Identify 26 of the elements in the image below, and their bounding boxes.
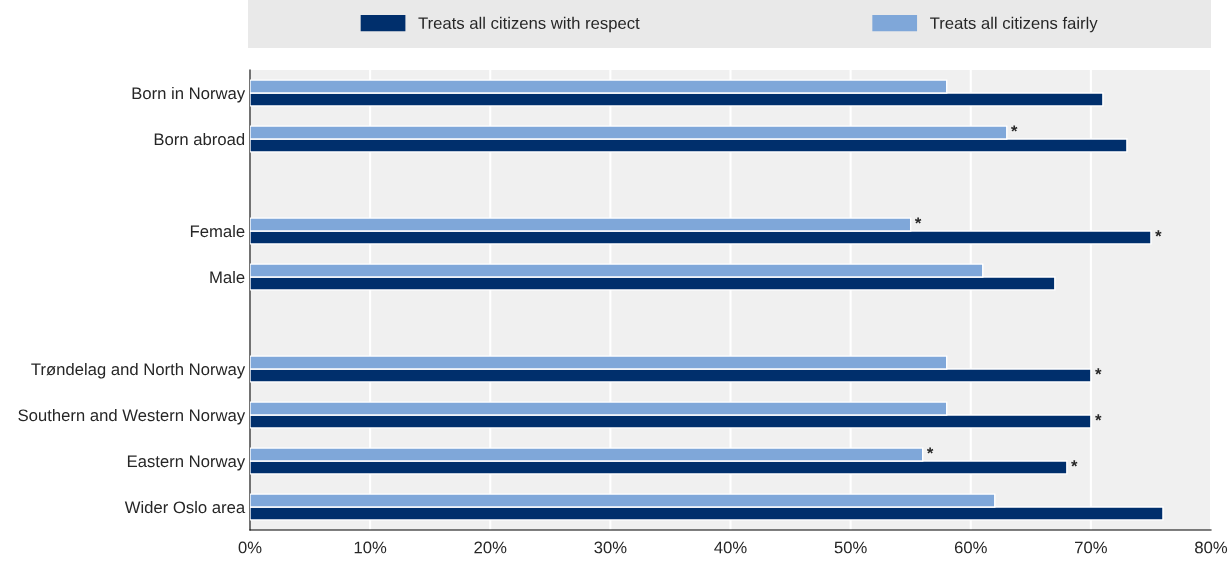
x-tick-label: 70% [1075,541,1107,554]
y-tick-label: Eastern Norway [127,455,246,471]
annotation: * [1155,230,1162,237]
y-tick-label: Born in Norway [132,86,246,103]
legend-label: Treats all citizens fairly [930,16,1098,33]
y-tick-label: Wider Oslo area [124,500,246,514]
y-tick-label: Trøndelag and North Norway [31,362,246,379]
legend-label: Treats all citizens with respect [418,16,640,33]
x-tick-label: 20% [474,541,507,554]
annotation: * [1071,460,1078,467]
annotation: * [1095,414,1102,421]
annotation: * [926,447,934,454]
annotation: * [914,217,922,224]
annotation: * [1095,368,1102,375]
x-tick-label: 60% [954,541,987,554]
y-tick-label: Male [210,270,245,284]
x-tick-label: 10% [354,541,387,554]
x-tick-label: 50% [834,541,867,554]
x-tick-label: 0% [238,541,262,554]
x-tick-label: 40% [714,541,747,554]
x-tick-label: 30% [594,541,627,554]
y-tick-label: Southern and Western Norway [18,408,246,425]
annotation: * [1011,125,1018,132]
x-tick-label: 80% [1195,541,1228,554]
y-tick-label: Female [190,224,245,238]
y-tick-label: Born abroad [154,132,245,146]
